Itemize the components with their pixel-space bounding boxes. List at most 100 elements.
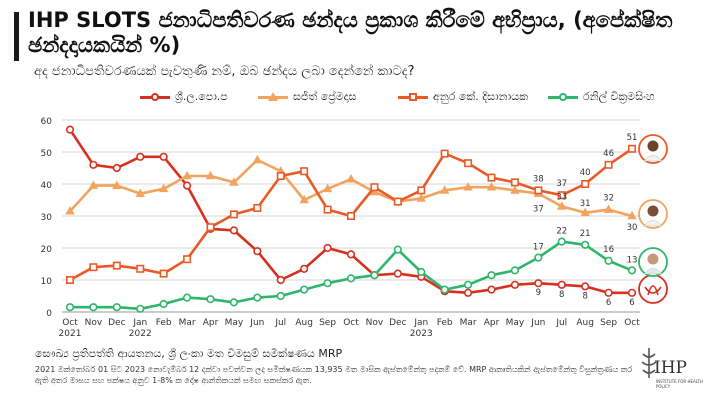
point-slpp bbox=[487, 285, 496, 294]
data-label: 51 bbox=[627, 133, 638, 143]
legend-item-sajith: සජිත් ප්‍රේමදාස bbox=[258, 90, 356, 104]
legend-swatch-slpp bbox=[140, 91, 170, 103]
point-akd bbox=[534, 186, 543, 195]
point-sajith bbox=[510, 185, 520, 194]
point-sajith bbox=[182, 170, 192, 180]
point-ranil bbox=[604, 256, 613, 265]
data-label: 6 bbox=[629, 298, 634, 308]
point-ranil bbox=[65, 303, 75, 312]
point-slpp bbox=[346, 250, 356, 259]
avatar-body-akd bbox=[643, 155, 663, 162]
point-ranil bbox=[487, 271, 496, 280]
x-tick-label: Mar bbox=[179, 318, 196, 328]
title-accent-bar bbox=[14, 12, 19, 61]
series-line-sajith bbox=[69, 158, 633, 218]
methodology-note: 2021 ඔක්තෝබර් 01 සිට 2023 නොවැම්බර් 12 ද… bbox=[35, 365, 633, 385]
y-tick-label: 40 bbox=[41, 181, 53, 191]
point-sajith bbox=[158, 183, 169, 193]
data-label: 46 bbox=[603, 149, 614, 159]
point-slpp bbox=[136, 152, 145, 161]
point-ranil bbox=[417, 267, 426, 277]
legend-label-ranil: රනිල් වික්‍රමසිංහ bbox=[583, 90, 655, 103]
ihp-logo: IHP INSTITUTE FOR HEALTH POLICY bbox=[640, 346, 705, 396]
point-akd bbox=[346, 212, 355, 221]
point-ranil bbox=[229, 298, 239, 307]
chart-title: IHP SLOTS ජනාධිපතිවරණ ඡන්දය ප්‍රකාශ කිරී… bbox=[28, 8, 673, 57]
point-slpp bbox=[159, 152, 168, 161]
x-tick-label: Dec bbox=[108, 318, 125, 328]
y-axis-ticks: 0 10 20 30 40 50 60 bbox=[41, 117, 53, 319]
point-slpp bbox=[182, 181, 192, 190]
point-slpp bbox=[112, 163, 121, 173]
point-slpp bbox=[65, 125, 75, 134]
x-tick-label: Nov bbox=[366, 318, 384, 328]
logo-name: IHP bbox=[654, 358, 687, 378]
avatar-slpp bbox=[638, 274, 668, 304]
chart-series bbox=[65, 125, 637, 313]
avatar-body-ranil bbox=[643, 268, 663, 275]
point-akd bbox=[276, 172, 285, 181]
data-label: 37 bbox=[556, 179, 567, 189]
x-tick-label: May bbox=[506, 318, 525, 328]
x-tick-label: Oct bbox=[62, 318, 78, 328]
x-tick-label: 2022 bbox=[129, 329, 152, 339]
point-akd bbox=[510, 178, 519, 187]
y-tick-label: 0 bbox=[46, 309, 52, 319]
point-akd bbox=[300, 167, 309, 176]
data-label: 9 bbox=[536, 288, 541, 298]
point-sajith bbox=[112, 180, 122, 189]
legend-swatch-sajith bbox=[258, 91, 288, 103]
point-akd bbox=[253, 204, 262, 213]
point-akd bbox=[323, 205, 332, 214]
x-tick-label: May bbox=[225, 318, 244, 328]
point-ranil bbox=[581, 240, 590, 249]
avatar-body-sajith bbox=[643, 220, 663, 227]
point-slpp bbox=[276, 275, 285, 285]
x-tick-label: Jul bbox=[555, 318, 567, 328]
avatar-face-akd bbox=[647, 140, 659, 152]
point-sajith bbox=[486, 182, 497, 191]
point-slpp bbox=[323, 243, 332, 253]
point-sajith bbox=[322, 183, 333, 193]
x-tick-label: Feb bbox=[156, 318, 172, 328]
x-tick-label: Dec bbox=[389, 318, 406, 328]
point-sajith bbox=[88, 180, 99, 189]
data-label: 37 bbox=[533, 205, 544, 215]
x-tick-label: Nov bbox=[85, 318, 103, 328]
data-label: 33 bbox=[556, 192, 567, 202]
candidate-avatars bbox=[638, 134, 668, 304]
x-tick-label: Oct bbox=[343, 318, 359, 328]
series-slpp bbox=[65, 125, 637, 297]
point-sajith bbox=[439, 185, 450, 194]
point-sajith bbox=[229, 177, 239, 186]
point-sajith bbox=[463, 182, 473, 191]
point-slpp bbox=[463, 288, 473, 297]
y-tick-label: 20 bbox=[41, 245, 53, 255]
point-ranil bbox=[627, 266, 637, 275]
series-line-slpp bbox=[68, 128, 632, 295]
data-label: 31 bbox=[580, 199, 591, 209]
chart-subtitle: අද ජනාධිපතිවරණයක් පැවතුණි නම්, ඔබ ඡන්දය … bbox=[34, 64, 415, 79]
point-ranil bbox=[346, 274, 356, 283]
y-tick-label: 50 bbox=[41, 149, 53, 159]
legend-label-sajith: සජිත් ප්‍රේමදාස bbox=[293, 90, 357, 103]
point-akd bbox=[604, 160, 613, 169]
series-akd bbox=[66, 144, 636, 284]
point-ranil bbox=[89, 303, 98, 312]
point-akd bbox=[487, 173, 496, 182]
point-akd bbox=[159, 269, 168, 278]
legend-swatch-akd bbox=[398, 91, 428, 103]
x-tick-label: 2023 bbox=[410, 329, 433, 339]
y-tick-label: 30 bbox=[41, 213, 53, 223]
series-ranil bbox=[65, 237, 637, 313]
avatar-ring-slpp bbox=[638, 274, 668, 304]
point-ranil bbox=[370, 271, 379, 280]
point-akd bbox=[112, 261, 121, 270]
x-tick-label: Sep bbox=[600, 318, 617, 328]
point-ranil bbox=[393, 245, 402, 254]
avatar-face-ranil bbox=[647, 253, 659, 265]
x-tick-label: Jul bbox=[274, 318, 286, 328]
point-slpp bbox=[229, 226, 239, 235]
legend-label-akd: අනුර කේ. දිසානායක bbox=[433, 90, 529, 103]
series-sajith bbox=[65, 154, 637, 220]
